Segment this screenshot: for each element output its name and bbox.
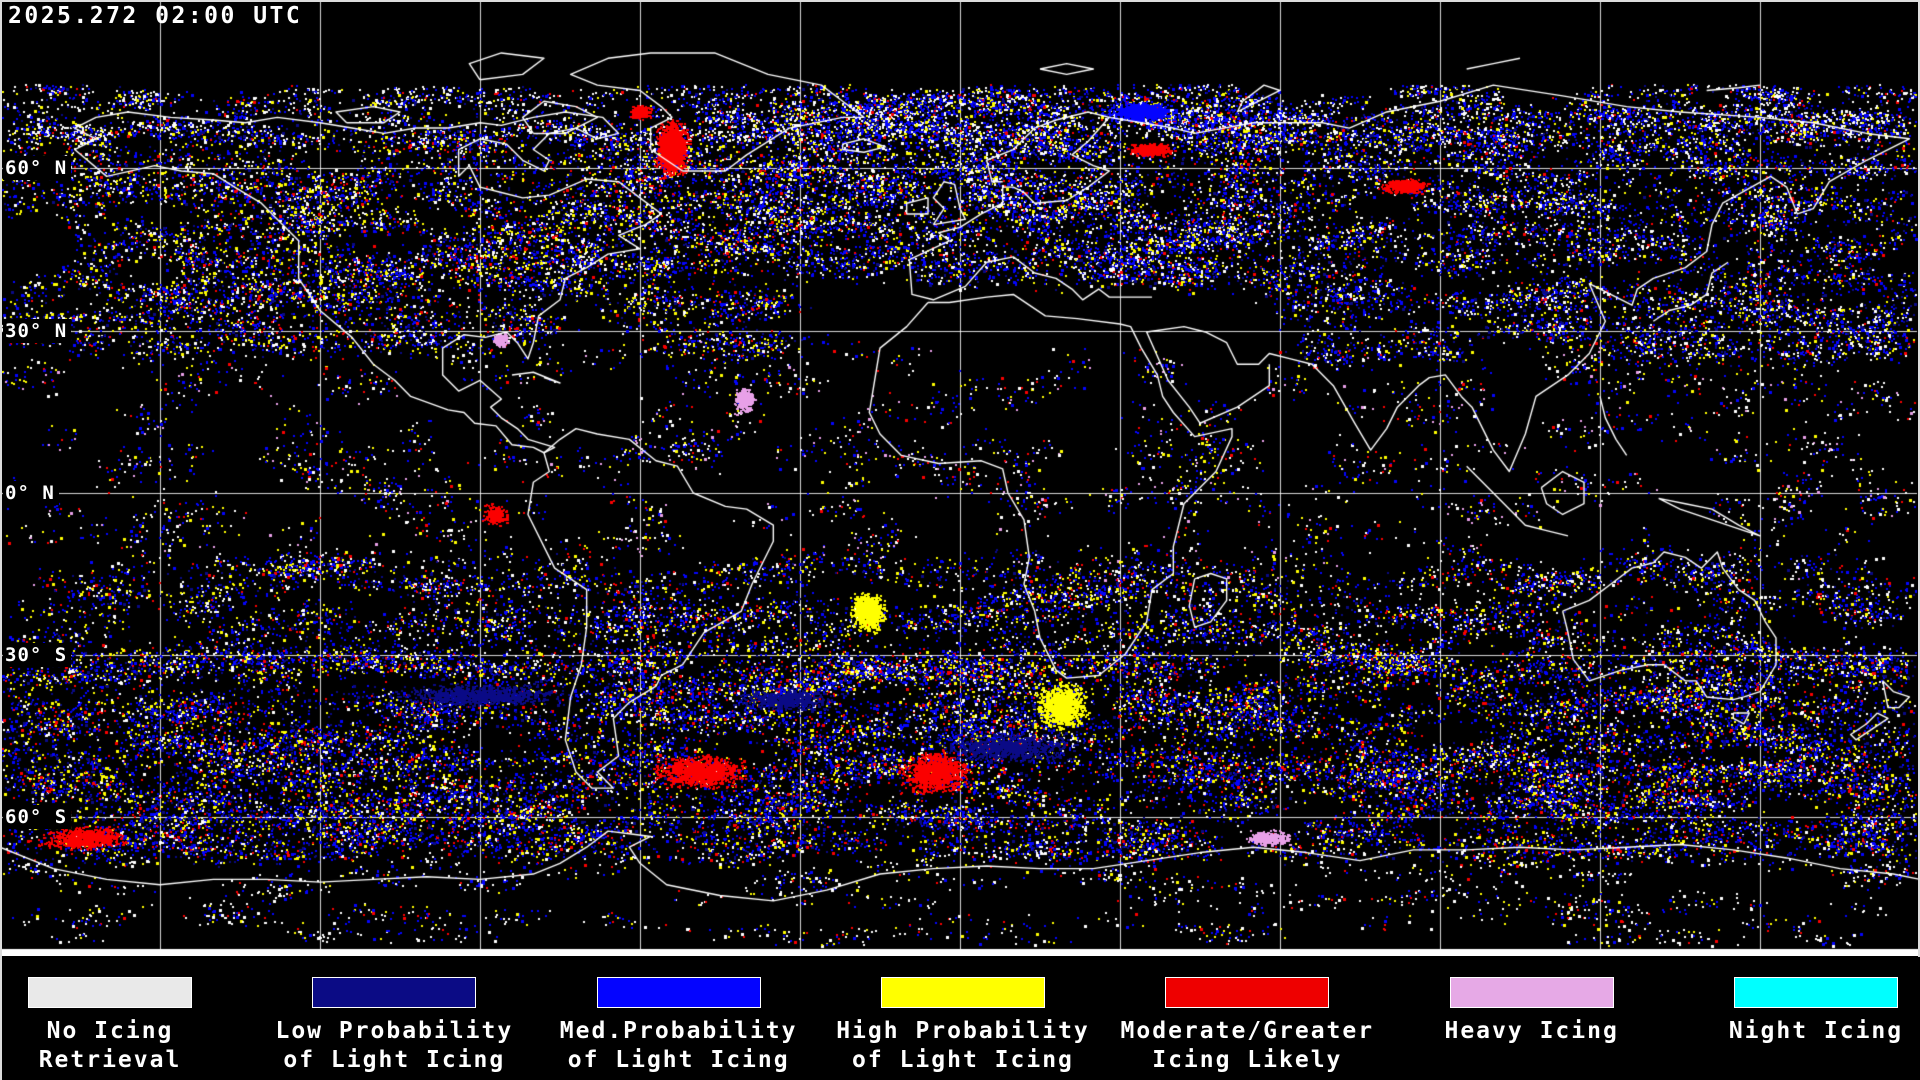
- lat-label-0n: 0° N: [3, 481, 59, 505]
- lat-label-60n: 60° N: [3, 156, 72, 180]
- legend-label-high-prob-light-icing: High Probability of Light Icing: [836, 1018, 1090, 1073]
- legend-label-night-icing: Night Icing: [1728, 1018, 1904, 1044]
- legend-swatch-heavy-icing: [1449, 977, 1614, 1008]
- legend-item-high-prob-light-icing: High Probability of Light Icing: [836, 977, 1088, 1080]
- lat-label-30n: 30° N: [3, 319, 72, 343]
- legend-item-med-prob-light-icing: Med.Probability of Light Icing: [560, 977, 796, 1080]
- legend-swatch-no-icing-retrieval: [28, 977, 192, 1008]
- lat-label-30s: 30° S: [3, 643, 72, 667]
- legend-swatch-night-icing: [1733, 977, 1898, 1008]
- legend-swatch-high-prob-light-icing: [880, 977, 1045, 1008]
- frame-right-border: [1918, 0, 1920, 957]
- legend-label-moderate-greater-icing: Moderate/Greater Icing Likely: [1120, 1018, 1375, 1073]
- frame-left-border: [0, 0, 2, 1080]
- legend-item-low-prob-light-icing: Low Probability of Light Icing: [275, 977, 511, 1080]
- legend-label-med-prob-light-icing: Med.Probability of Light Icing: [559, 1018, 798, 1073]
- legend-item-heavy-icing: Heavy Icing: [1444, 977, 1617, 1080]
- legend-swatch-med-prob-light-icing: [596, 977, 761, 1008]
- legend-label-heavy-icing: Heavy Icing: [1444, 1018, 1619, 1044]
- legend-item-night-icing: Night Icing: [1729, 977, 1901, 1080]
- timestamp: 2025.272 02:00 UTC: [8, 3, 303, 29]
- legend-swatch-moderate-greater-icing: [1165, 977, 1330, 1008]
- legend-label-low-prob-light-icing: Low Probability of Light Icing: [275, 1018, 514, 1073]
- world-icing-map: [0, 0, 1920, 957]
- frame-top-border: [0, 0, 1920, 2]
- legend-bar: No Icing Retrieval Low Probability of Lig…: [0, 956, 1920, 1080]
- legend-item-moderate-greater-icing: Moderate/Greater Icing Likely: [1121, 977, 1372, 1080]
- legend-item-no-icing-retrieval: No Icing Retrieval: [28, 977, 192, 1080]
- legend-label-no-icing-retrieval: No Icing Retrieval: [38, 1018, 182, 1073]
- lat-label-60s: 60° S: [3, 805, 72, 829]
- legend-swatch-low-prob-light-icing: [312, 977, 477, 1008]
